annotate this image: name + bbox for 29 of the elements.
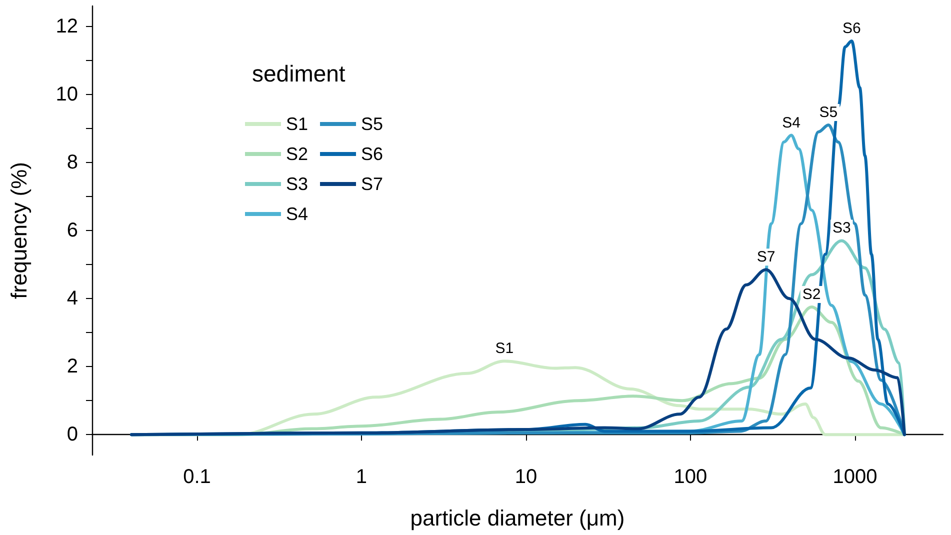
legend-label: S7 — [361, 174, 384, 194]
legend-label: S2 — [286, 144, 308, 164]
legend-label: S3 — [286, 174, 308, 194]
text: S5 — [819, 104, 838, 122]
x-axis-title: particle diameter (μm) — [410, 506, 625, 530]
text: S3 — [832, 220, 851, 237]
y-tick-label: 12 — [56, 15, 78, 38]
text: S4 — [782, 114, 800, 132]
x-tick-label: 1 — [356, 466, 368, 488]
y-tick-label: 2 — [66, 356, 78, 378]
y-axis-title: frequency (%) — [6, 162, 32, 299]
y-tick-label: 10 — [56, 83, 78, 106]
legend-label: S4 — [286, 204, 308, 224]
text: S1 — [495, 340, 514, 358]
legend-label: S1 — [286, 114, 308, 134]
text: S6 — [842, 20, 861, 38]
y-tick-label: 4 — [66, 288, 78, 310]
text: S7 — [756, 248, 776, 266]
x-tick-label: 10 — [514, 466, 538, 488]
x-tick-label: 1000 — [832, 466, 878, 488]
x-tick-label: 0.1 — [183, 466, 211, 488]
legend-label: S6 — [361, 144, 384, 164]
text: S2 — [802, 286, 821, 304]
y-tick-label: 6 — [66, 220, 78, 242]
x-tick-label: 100 — [674, 466, 708, 488]
legend-title: sediment — [252, 60, 346, 86]
y-tick-label: 0 — [66, 424, 78, 446]
legend-label: S5 — [361, 114, 384, 134]
y-tick-label: 8 — [66, 151, 78, 174]
